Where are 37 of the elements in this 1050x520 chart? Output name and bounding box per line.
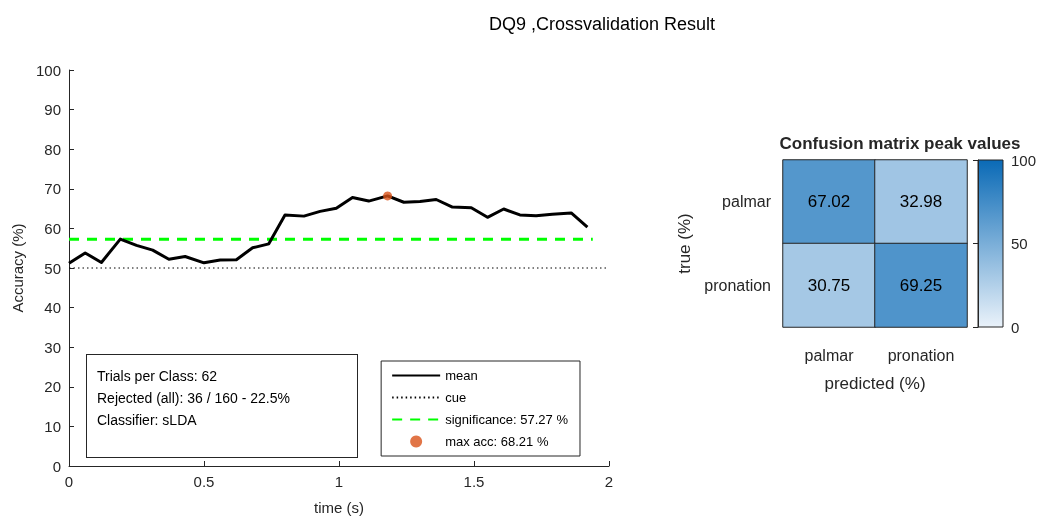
y-axis-title: Accuracy (%) — [9, 223, 27, 313]
x-axis-title: time (s) — [314, 499, 364, 516]
y-tick-label: 30 — [44, 338, 61, 356]
x-tick-label: 0 — [64, 473, 74, 490]
chart-title: Confusion matrix peak values — [779, 134, 1021, 153]
y-tick-label: 100 — [35, 61, 61, 79]
x-axis-title: predicted (%) — [824, 374, 926, 393]
y-tick-label: 80 — [44, 140, 61, 158]
annotation: Trials per Class: 62 — [97, 367, 219, 386]
color-bar-label: 50 — [1011, 235, 1028, 252]
text-box: Trials per Class: 62 Rejected (all): 36 / 160 - 22.5% Classifier: sLDA — [86, 354, 358, 458]
y-tick-label: 20 — [44, 378, 61, 396]
x-tick-label: 1.5 — [463, 473, 485, 490]
y-tick-label: 10 — [44, 417, 61, 435]
legend-label: significance: 57.27 % — [445, 412, 569, 427]
annotation: Classifier: sLDA — [97, 411, 198, 430]
y-tick-label: 90 — [44, 101, 61, 119]
y-tick-label: 70 — [44, 180, 61, 198]
data-label: 69.25 — [899, 275, 943, 295]
x-tick-label: 2 — [604, 473, 614, 490]
legend-label: max acc: 68.21 % — [445, 434, 549, 449]
chart-title: DQ9 ,Crossvalidation Result — [488, 14, 716, 34]
data-label: 30.75 — [807, 275, 851, 295]
y-axis-title: true (%) — [675, 213, 694, 274]
color-bar-label: 100 — [1011, 151, 1037, 169]
y-tick-label: 60 — [44, 219, 61, 237]
legend-label: cue — [445, 390, 467, 405]
x-tick-label: 0.5 — [193, 473, 215, 490]
y-tick-label: 0 — [52, 457, 61, 475]
annotation: Rejected (all): 36 / 160 - 22.5% — [97, 389, 291, 408]
color-bar-label: 0 — [1011, 318, 1020, 336]
x-tick-label: 1 — [334, 473, 344, 490]
legend-label: mean — [445, 368, 478, 383]
data-label: 67.02 — [807, 192, 851, 212]
data-label: 32.98 — [899, 192, 943, 212]
y-tick-label: 50 — [44, 259, 61, 277]
y-tick-label: 40 — [44, 299, 61, 317]
